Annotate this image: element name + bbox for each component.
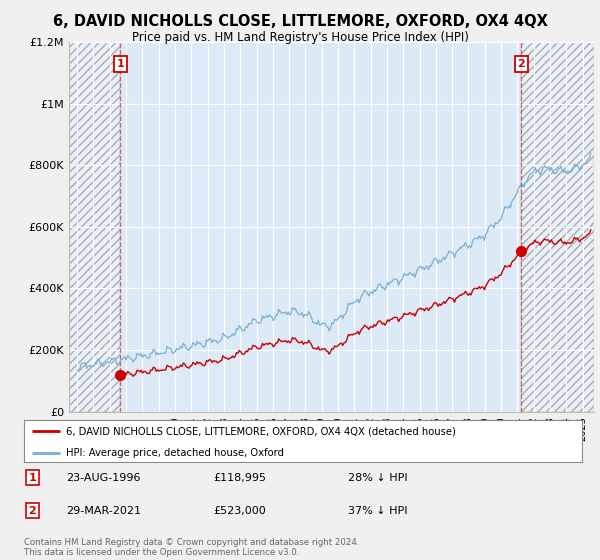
Text: 6, DAVID NICHOLLS CLOSE, LITTLEMORE, OXFORD, OX4 4QX (detached house): 6, DAVID NICHOLLS CLOSE, LITTLEMORE, OXF… xyxy=(66,426,456,436)
Text: 6, DAVID NICHOLLS CLOSE, LITTLEMORE, OXFORD, OX4 4QX: 6, DAVID NICHOLLS CLOSE, LITTLEMORE, OXF… xyxy=(53,14,547,29)
Text: 37% ↓ HPI: 37% ↓ HPI xyxy=(347,506,407,516)
Text: 1: 1 xyxy=(116,59,124,69)
Text: 1: 1 xyxy=(28,473,36,483)
Text: Price paid vs. HM Land Registry's House Price Index (HPI): Price paid vs. HM Land Registry's House … xyxy=(131,31,469,44)
Text: 29-MAR-2021: 29-MAR-2021 xyxy=(66,506,141,516)
Text: 2: 2 xyxy=(518,59,526,69)
Text: 28% ↓ HPI: 28% ↓ HPI xyxy=(347,473,407,483)
Text: HPI: Average price, detached house, Oxford: HPI: Average price, detached house, Oxfo… xyxy=(66,448,284,458)
Text: Contains HM Land Registry data © Crown copyright and database right 2024.
This d: Contains HM Land Registry data © Crown c… xyxy=(24,538,359,557)
Text: 23-AUG-1996: 23-AUG-1996 xyxy=(66,473,140,483)
Text: £118,995: £118,995 xyxy=(214,473,267,483)
Text: 2: 2 xyxy=(28,506,36,516)
Text: £523,000: £523,000 xyxy=(214,506,266,516)
